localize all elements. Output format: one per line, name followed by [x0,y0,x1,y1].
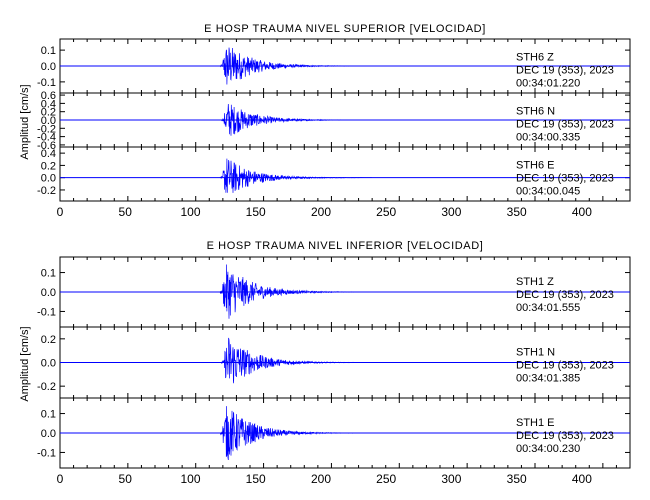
station-component-label: STH6 E [516,160,555,172]
x-tick-label: 150 [246,472,266,486]
record-time-label: 00:34:00.230 [516,443,580,455]
trace-line [219,406,373,461]
x-tick-label: 100 [180,205,200,219]
y-tick-label: 0.2 [41,160,56,172]
record-date-label: DEC 19 (353), 2023 [516,65,614,77]
record-date-label: DEC 19 (353), 2023 [516,289,614,301]
y-tick-label: 0.2 [41,107,56,119]
x-tick-label: 350 [507,205,527,219]
y-tick-label: 0.6 [41,90,56,102]
y-tick-label: 0.0 [41,173,56,185]
y-tick-label: -0.4 [37,132,56,144]
y-tick-label: 0.0 [41,61,56,73]
x-tick-label: 100 [180,472,200,486]
chart-title-lower: E HOSP TRAUMA NIVEL INFERIOR [VELOCIDAD] [207,240,484,252]
record-time-label: 00:34:00.335 [516,132,580,144]
record-time-label: 00:34:01.220 [516,78,580,90]
x-tick-label: 200 [311,472,331,486]
chart-title-upper: E HOSP TRAUMA NIVEL SUPERIOR [VELOCIDAD] [204,23,486,35]
y-tick-label: 0.1 [41,409,56,421]
x-tick-label: 0 [57,205,64,219]
y-axis-label-lower: Amplitud [cm/s] [19,326,31,401]
x-tick-labels-lower: 0 50 100 150 200 250 300 350 400 [57,472,593,486]
y-tick-label: -0.2 [37,123,56,135]
trace-line [219,47,373,85]
y-tick-label: 0.1 [41,45,56,57]
y-tick-label: -0.6 [37,140,56,152]
station-component-label: STH6 Z [516,52,554,64]
station-component-label: STH6 N [516,106,555,118]
y-tick-label: 0.0 [41,115,56,127]
x-tick-label: 400 [572,205,592,219]
y-tick-label: 0.0 [41,428,56,440]
trace-line [219,264,373,319]
x-tick-label: 50 [119,472,133,486]
station-component-label: STH1 Z [516,276,554,288]
y-tick-label: -0.1 [37,447,56,459]
x-tick-label: 250 [376,472,396,486]
y-axis-label-upper: Amplitud [cm/s] [19,84,31,159]
trace-line [221,103,373,136]
x-tick-labels-upper: 0 50 100 150 200 250 300 350 400 [57,205,593,219]
y-tick-label: 0.4 [41,148,56,160]
x-tick-label: 250 [376,205,396,219]
y-tick-label: -0.2 [37,381,56,393]
record-date-label: DEC 19 (353), 2023 [516,119,614,131]
x-tick-label: 150 [246,205,266,219]
record-time-label: 00:34:01.555 [516,302,580,314]
x-tick-label: 350 [507,472,527,486]
record-date-label: DEC 19 (353), 2023 [516,173,614,185]
x-tick-label: 300 [441,472,461,486]
trace-line [219,158,373,193]
x-tick-label: 200 [311,205,331,219]
x-tick-label: 400 [572,472,592,486]
x-tick-label: 50 [119,205,133,219]
y-tick-label: -0.1 [37,306,56,318]
y-tick-label: 0.0 [41,358,56,370]
station-component-label: STH1 E [516,417,555,429]
y-tick-label: 0.4 [41,98,56,110]
y-tick-label: 0.0 [41,287,56,299]
y-tick-label: -0.2 [37,185,56,197]
station-component-label: STH1 N [516,346,555,358]
y-tick-label: -0.1 [37,77,56,89]
record-date-label: DEC 19 (353), 2023 [516,359,614,371]
y-tick-label: 0.1 [41,268,56,280]
x-tick-label: 300 [441,205,461,219]
record-time-label: 00:34:00.045 [516,186,580,198]
y-tick-label: 0.2 [41,334,56,346]
x-tick-label: 0 [57,472,64,486]
record-date-label: DEC 19 (353), 2023 [516,430,614,442]
trace-line [221,337,373,384]
record-time-label: 00:34:01.385 [516,372,580,384]
